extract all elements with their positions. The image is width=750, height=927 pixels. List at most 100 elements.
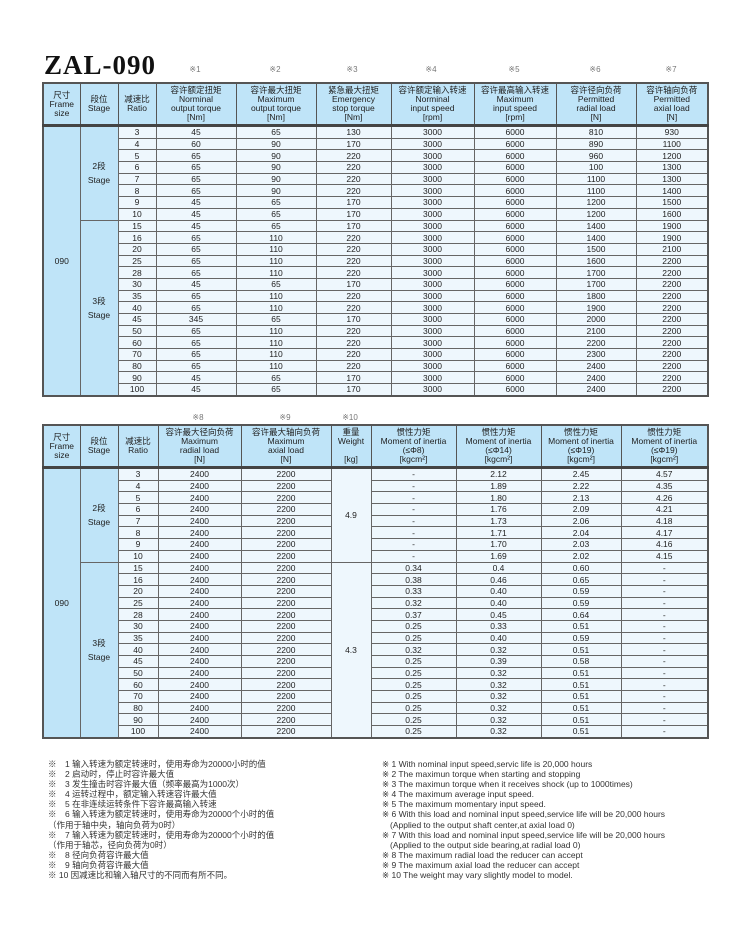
table-cell: 3 (117, 466, 159, 481)
footnotes-english: ※ 1 With nominal input speed,servic life… (382, 759, 665, 880)
table-cell: 90 (235, 172, 317, 186)
header-en: Maximum (181, 436, 218, 446)
table-cell: 2200 (240, 479, 332, 493)
table-cell: 4.26 (620, 491, 709, 505)
table-cell: 6000 (473, 254, 557, 268)
table-cell: 0.51 (540, 690, 622, 703)
footnote: ※ 2 The maximun torque when starting and… (382, 769, 581, 780)
table-cell: 6 (117, 161, 157, 174)
header-en: Emergency (332, 94, 375, 104)
header-en: Stage (87, 445, 111, 455)
table-cell: 2200 (635, 324, 709, 338)
table-cell: 0.45 (455, 608, 542, 621)
table-cell: 4.17 (620, 526, 709, 540)
table-row: 80 65 110 220 3000 6000 2400 2200 (43, 359, 709, 373)
table-cell: 130 (315, 124, 392, 139)
header-en: axial load (653, 103, 690, 113)
header-zh: 减速比 (124, 94, 150, 104)
table-cell: 2200 (240, 503, 332, 516)
table-cell: - (620, 666, 709, 680)
table-cell: 3000 (390, 161, 475, 174)
table-row: 9 2400 2200 -1.70 2.03 4.16 (43, 538, 709, 551)
stage-en: Stage (87, 651, 111, 662)
header-en: [N] (590, 112, 602, 122)
footnote: (Applied to the output side bearing,at r… (390, 839, 581, 850)
table-cell: 2400 (157, 713, 242, 727)
header-en: Norminal (178, 94, 213, 104)
header-en: Permitted (653, 94, 690, 104)
table-cell: 6000 (473, 137, 557, 151)
table-cell: 6000 (473, 149, 557, 163)
note-mark: ※4 (425, 65, 437, 74)
note-mark: ※9 (279, 413, 291, 422)
footnote: ※ 3 The maximun torque when it receives … (382, 779, 633, 790)
table-row: 100 2400 2200 0.25 0.32 0.51- (43, 725, 709, 739)
table-cell: - (620, 596, 709, 610)
table-cell: 0.34 (370, 561, 457, 575)
table-cell: 6000 (473, 161, 557, 174)
table-cell: 2200 (635, 348, 709, 361)
header-en: [N] (666, 112, 678, 122)
table-cell: 2200 (240, 690, 332, 703)
stage-en: Stage (87, 517, 111, 528)
table-cell: 110 (235, 242, 317, 256)
table-cell: 0.25 (370, 666, 457, 680)
table-cell: 1.80 (455, 491, 542, 505)
table-cell: 2400 (157, 725, 242, 739)
table-cell: 0.65 (540, 573, 622, 586)
table-cell: 2.04 (540, 526, 622, 540)
header-en: input speed (493, 103, 537, 113)
table-cell: 45 (117, 313, 157, 326)
table-cell: 220 (315, 266, 392, 279)
table-row: 7 65 90 220 3000 6000 1100 1300 (43, 172, 709, 186)
table-cell: 6000 (473, 266, 557, 279)
table-cell: - (620, 678, 709, 692)
note-mark: ※6 (589, 65, 601, 74)
table-cell: - (370, 549, 457, 563)
table-cell: 65 (155, 161, 237, 174)
table-cell: 4.16 (620, 538, 709, 551)
header-zh: 重量 (342, 427, 360, 437)
table-cell: 6000 (473, 371, 557, 385)
footnote: ※ 5 The maximum momentary input speed. (382, 799, 546, 810)
header-zh: 容许轴向负荷 (646, 85, 698, 95)
table-cell: 65 (155, 149, 237, 163)
footnote: ※ 9 The maximum axial load the reducer c… (382, 859, 580, 870)
table-cell: 0.38 (370, 573, 457, 586)
table-cell: 6000 (473, 301, 557, 314)
table-cell: 2200 (240, 608, 332, 621)
table-cell: 3000 (390, 254, 475, 268)
table-cell: 220 (315, 172, 392, 186)
table-cell: 3000 (390, 336, 475, 350)
header-en: [N] (194, 454, 205, 464)
table-cell: 3000 (390, 348, 475, 361)
table-cell: 2.03 (540, 538, 622, 551)
table-cell: 2400 (157, 561, 242, 575)
table-cell: 45 (117, 655, 159, 668)
table-cell: - (620, 573, 709, 586)
table-cell: - (620, 690, 709, 703)
header-en: [kg] (344, 454, 358, 464)
column-header: 容许径向负荷 Permitted radial load [N] (555, 82, 637, 126)
header-zh: 容许最大径向负荷 (165, 427, 234, 437)
table-cell: 1200 (635, 149, 709, 163)
table-cell: 0.25 (370, 619, 457, 633)
table-cell: 45 (155, 124, 237, 139)
table-row: 35 2400 2200 0.25 0.40 0.59- (43, 631, 709, 645)
table-cell: 8 (117, 526, 159, 540)
table-row: 100 45 65 170 3000 6000 2400 2200 (43, 383, 709, 397)
footnote: ※ 8 径向负荷容许最大值 (48, 849, 149, 860)
table-cell: - (370, 479, 457, 493)
table-cell: 65 (235, 207, 317, 221)
table-row: 28 65 110 220 3000 6000 1700 2200 (43, 266, 709, 279)
table-cell: 0.51 (540, 643, 622, 656)
table-cell: 2200 (240, 573, 332, 586)
header-en: [Nm] (267, 112, 285, 122)
table-cell: 0.46 (455, 573, 542, 586)
table-cell: 220 (315, 301, 392, 314)
header-en: Moment of inertia (465, 436, 532, 446)
table-cell: 930 (635, 124, 709, 139)
table-cell: 100 (555, 161, 637, 174)
table-cell: 1300 (635, 161, 709, 174)
table-row: 70 2400 2200 0.25 0.32 0.51- (43, 690, 709, 703)
